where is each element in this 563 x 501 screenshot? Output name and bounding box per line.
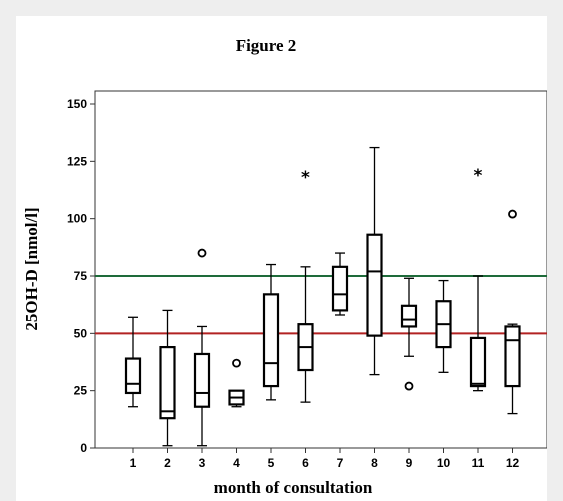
outlier-4 bbox=[232, 358, 241, 368]
y-tick-label-150: 150 bbox=[67, 97, 87, 111]
x-tick-label-4: 4 bbox=[233, 456, 240, 470]
y-tick-label-75: 75 bbox=[74, 269, 88, 283]
plot-area-frame bbox=[94, 90, 547, 449]
box-12 bbox=[504, 209, 521, 415]
x-axis-label: month of consultation bbox=[214, 478, 373, 497]
outlier-9 bbox=[404, 381, 414, 391]
y-tick-label-50: 50 bbox=[74, 326, 88, 340]
y-tick-label-100: 100 bbox=[67, 212, 87, 226]
box-iqr-5 bbox=[262, 293, 280, 388]
x-tick-label-2: 2 bbox=[164, 456, 171, 470]
x-tick-label-9: 9 bbox=[406, 456, 413, 470]
box-7 bbox=[331, 252, 349, 316]
box-iqr-8 bbox=[366, 233, 383, 337]
x-tick-label-11: 11 bbox=[472, 456, 485, 470]
extreme-11: * bbox=[474, 166, 483, 186]
extreme-6: * bbox=[301, 168, 310, 188]
boxplot-series: * * bbox=[124, 146, 521, 447]
box-5 bbox=[262, 263, 280, 401]
x-axis: 1 2 3 4 5 6 7 8 9 10 11 12 bbox=[130, 448, 520, 470]
box-iqr-3 bbox=[193, 352, 211, 408]
chart-title: Figure 2 bbox=[236, 36, 297, 55]
box-iqr-9 bbox=[400, 304, 418, 328]
outlier-3 bbox=[197, 248, 207, 258]
box-4 bbox=[228, 358, 245, 408]
box-iqr-1 bbox=[124, 357, 142, 395]
y-tick-label-125: 125 bbox=[67, 154, 87, 168]
box-11: * bbox=[469, 166, 487, 392]
x-tick-label-1: 1 bbox=[130, 456, 137, 470]
box-1 bbox=[124, 316, 142, 408]
x-tick-label-10: 10 bbox=[437, 456, 451, 470]
box-3 bbox=[193, 248, 211, 447]
box-9 bbox=[400, 277, 418, 391]
box-iqr-11 bbox=[469, 336, 487, 388]
x-tick-label-6: 6 bbox=[302, 456, 309, 470]
y-axis: 0 25 50 75 100 125 150 bbox=[67, 97, 95, 455]
box-iqr-12 bbox=[504, 325, 521, 388]
box-2 bbox=[159, 309, 176, 447]
box-10 bbox=[435, 279, 452, 373]
x-tick-label-3: 3 bbox=[199, 456, 206, 470]
box-iqr-2 bbox=[159, 345, 176, 420]
x-tick-label-12: 12 bbox=[506, 456, 520, 470]
y-tick-label-25: 25 bbox=[74, 384, 88, 398]
y-tick-label-0: 0 bbox=[80, 441, 87, 455]
x-tick-label-5: 5 bbox=[268, 456, 275, 470]
x-tick-label-7: 7 bbox=[337, 456, 344, 470]
box-6: * bbox=[297, 168, 314, 403]
reference-lines bbox=[95, 275, 547, 335]
box-8 bbox=[366, 146, 383, 376]
x-tick-label-8: 8 bbox=[371, 456, 378, 470]
y-axis-label: 25OH-D [nmol/l] bbox=[22, 207, 41, 330]
box-iqr-7 bbox=[331, 265, 349, 312]
outlier-12 bbox=[508, 209, 517, 219]
chart-panel: Figure 2 0 25 50 75 100 125 150 1 2 3 4 5 6 7 8 9 10 11 1… bbox=[16, 16, 547, 501]
